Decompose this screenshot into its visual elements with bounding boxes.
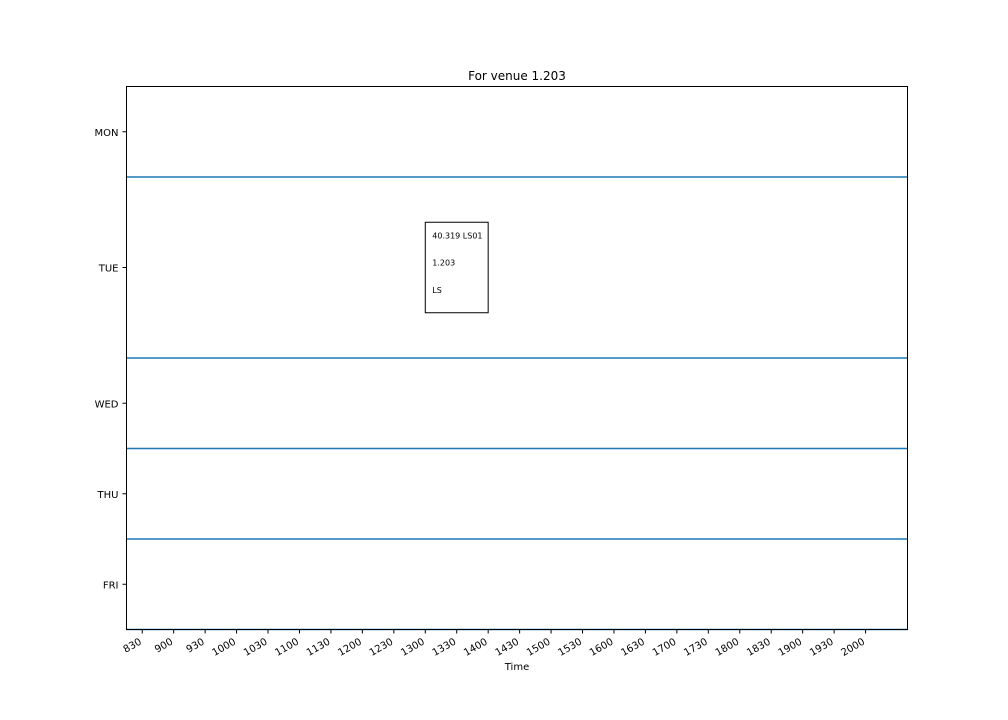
x-tick-label: 1830 xyxy=(745,637,773,659)
x-tick-label: 1400 xyxy=(462,637,490,659)
x-tick-label: 830 xyxy=(122,637,144,656)
x-tick-label: 2000 xyxy=(840,637,868,659)
x-tick-label: 900 xyxy=(153,637,175,656)
x-tick-label: 1630 xyxy=(619,637,647,659)
x-axis-label: Time xyxy=(504,662,529,673)
y-tick-label: MON xyxy=(95,128,119,139)
x-tick-label: 1300 xyxy=(399,637,427,659)
events: 40.319 LS01 1.203 LS xyxy=(424,221,489,314)
x-tick-label: 1100 xyxy=(273,637,301,659)
x-tick-label: 1230 xyxy=(368,637,396,659)
x-tick-label: 1600 xyxy=(588,637,616,659)
x-tick-label: 1000 xyxy=(211,637,239,659)
x-tick-label: 1030 xyxy=(242,637,270,659)
y-axis: MON TUE WED THU FRI xyxy=(95,128,127,591)
y-tick-label: WED xyxy=(95,399,119,410)
y-tick-label: FRI xyxy=(103,580,119,591)
x-tick-label: 1500 xyxy=(525,637,553,659)
event-label: 40.319 LS01 xyxy=(432,231,482,240)
day-separators xyxy=(126,176,908,631)
x-tick-label: 1930 xyxy=(808,637,836,659)
event-label: 1.203 xyxy=(432,259,455,268)
x-tick-label: 1730 xyxy=(682,637,710,659)
event-box xyxy=(424,221,489,314)
plot-frame xyxy=(126,86,908,630)
x-tick-label: 1900 xyxy=(777,637,805,659)
y-tick-label: TUE xyxy=(98,264,119,275)
y-tick-label: THU xyxy=(97,490,119,501)
x-tick-label: 1330 xyxy=(431,637,459,659)
x-axis: 830 900 930 1000 1030 1100 1130 1200 1230 1300 133… xyxy=(122,629,868,659)
chart-title: For venue 1.203 xyxy=(468,69,566,83)
x-tick-label: 1200 xyxy=(336,637,364,659)
x-tick-label: 1130 xyxy=(305,637,333,659)
x-tick-label: 1700 xyxy=(651,637,679,659)
x-tick-label: 1800 xyxy=(714,637,742,659)
event-label: LS xyxy=(432,286,442,295)
x-tick-label: 930 xyxy=(185,637,207,656)
x-tick-label: 1530 xyxy=(556,637,584,659)
x-tick-label: 1430 xyxy=(494,637,522,659)
